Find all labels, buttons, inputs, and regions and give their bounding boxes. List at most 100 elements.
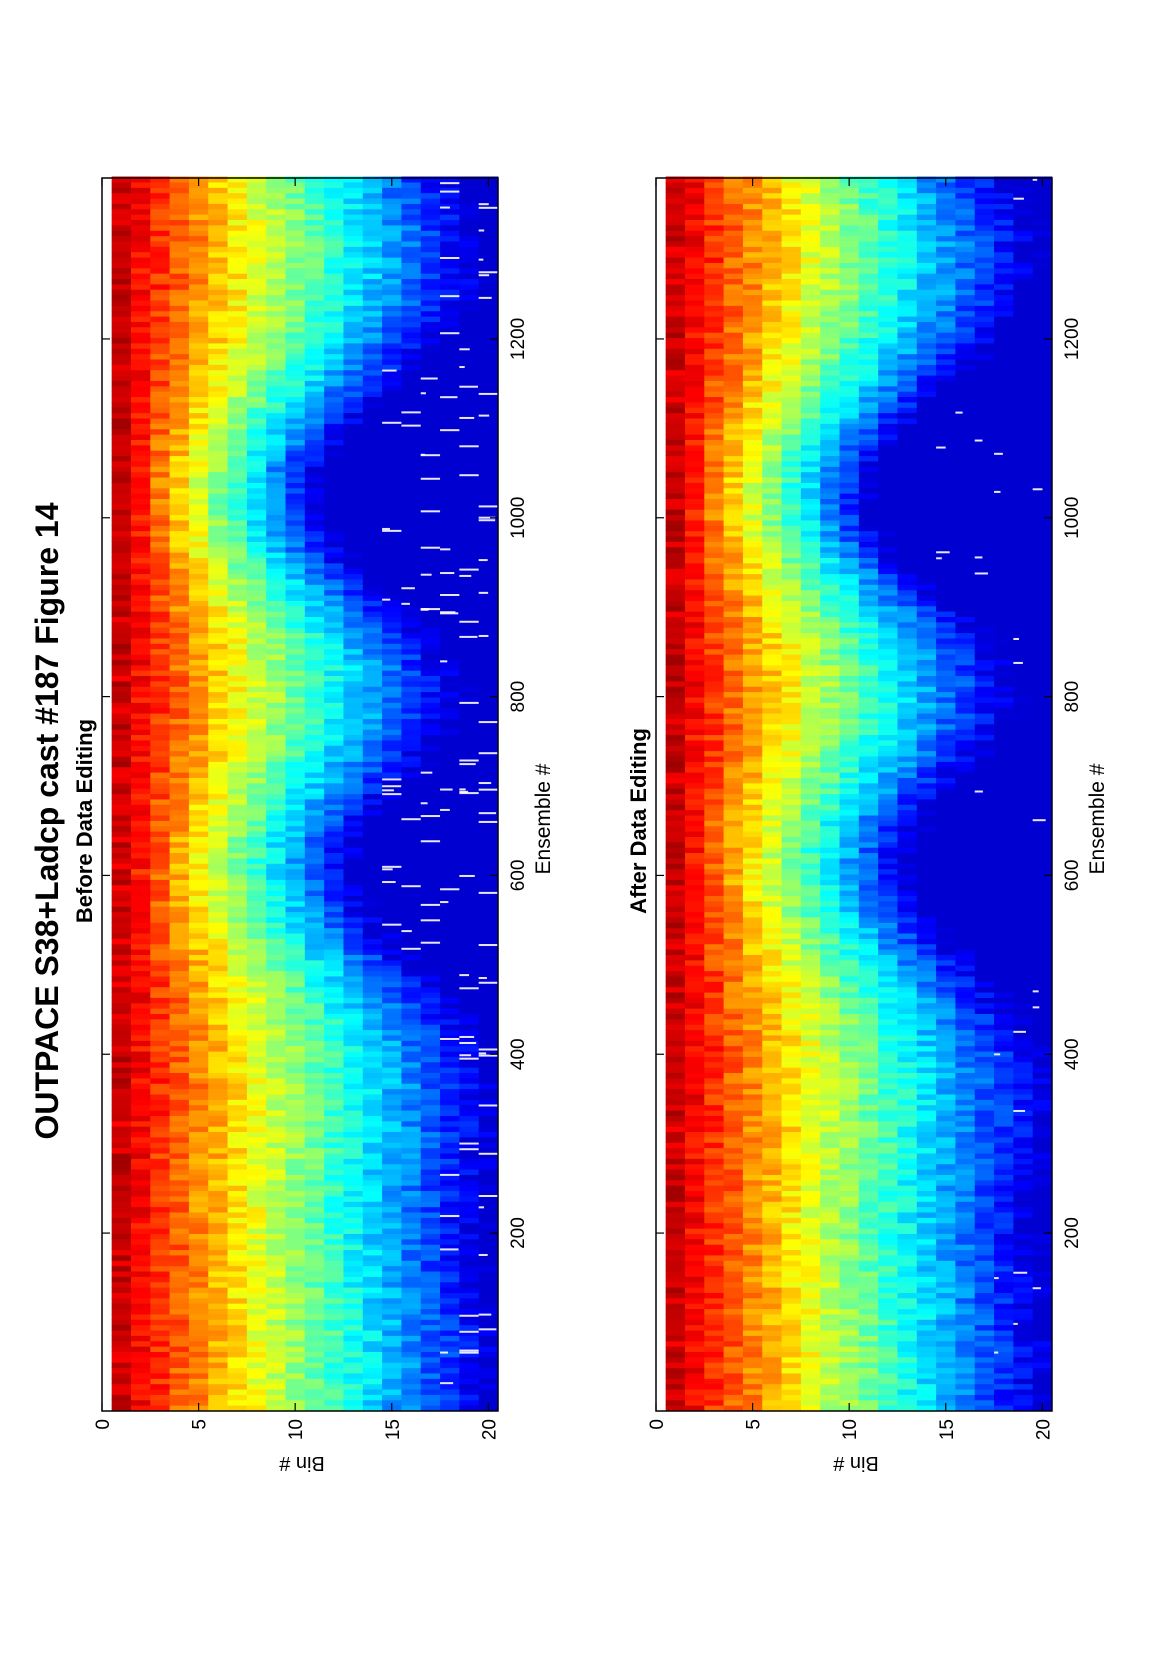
heatmap-cell (1032, 1399, 1053, 1406)
heatmap-cell (227, 691, 248, 698)
heatmap-cell (111, 353, 132, 360)
heatmap-cell (362, 965, 383, 972)
heatmap-cell (304, 412, 325, 419)
heatmap-cell (362, 342, 383, 349)
heatmap-cell (285, 493, 306, 499)
heatmap-cell (839, 1367, 860, 1374)
heatmap-cell (401, 1297, 422, 1304)
heatmap-cell (382, 954, 402, 961)
heatmap-cell (246, 214, 267, 221)
heatmap-cell (304, 1211, 325, 1218)
heatmap-cell (188, 240, 209, 247)
heatmap-cell (324, 230, 344, 237)
heatmap-cell (266, 509, 286, 516)
heatmap-cell (362, 444, 383, 451)
missing-data-streak (382, 527, 390, 530)
heatmap-cell (246, 482, 267, 489)
heatmap-cell (208, 455, 228, 462)
heatmap-cell (401, 788, 422, 795)
heatmap-cell (420, 348, 441, 355)
heatmap-cell (478, 686, 499, 693)
heatmap-cell (227, 1174, 248, 1181)
heatmap-cell (111, 348, 132, 355)
heatmap-cell (304, 1265, 325, 1272)
heatmap-cell (208, 262, 228, 269)
heatmap-cell (285, 857, 306, 864)
heatmap-cell (227, 1238, 248, 1245)
heatmap-cell (169, 766, 190, 773)
heatmap-cell (304, 375, 325, 381)
heatmap-cell (362, 1297, 383, 1304)
heatmap-cell (304, 884, 325, 891)
heatmap-cell (420, 594, 441, 601)
heatmap-cell (188, 627, 209, 634)
heatmap-cell (324, 594, 344, 601)
heatmap-cell (324, 916, 344, 923)
missing-data-streak (440, 1037, 460, 1040)
heatmap-cell (266, 1249, 286, 1256)
heatmap-cell (266, 466, 286, 473)
heatmap-cell (362, 868, 383, 875)
heatmap-cell (169, 1346, 190, 1352)
heatmap-cell (208, 691, 228, 698)
heatmap-cell (227, 793, 248, 800)
heatmap-cell (343, 1115, 364, 1122)
heatmap-cell (304, 428, 325, 435)
heatmap-cell (459, 1018, 480, 1025)
missing-data-streak (478, 271, 498, 274)
heatmap-cell (459, 1024, 480, 1031)
heatmap-cell (420, 627, 441, 634)
heatmap-cell (478, 246, 499, 253)
heatmap-cell (285, 873, 306, 880)
heatmap-cell (266, 568, 286, 575)
heatmap-cell (420, 1297, 441, 1304)
heatmap-cell (111, 509, 132, 516)
heatmap-cell (227, 1142, 248, 1149)
heatmap-cell (208, 535, 228, 542)
heatmap-cell (246, 326, 267, 333)
missing-data-streak (382, 369, 397, 372)
heatmap-cell (285, 1067, 306, 1074)
heatmap-cell (188, 439, 209, 446)
heatmap-cell (704, 1362, 725, 1369)
heatmap-cell (343, 192, 364, 199)
heatmap-cell (111, 219, 132, 226)
heatmap-cell (459, 273, 480, 280)
heatmap-cell (324, 214, 344, 221)
heatmap-cell (266, 299, 286, 306)
heatmap-cell (459, 1399, 480, 1406)
heatmap-cell (150, 235, 171, 242)
heatmap-cell (382, 1115, 402, 1122)
heatmap-cell (208, 804, 228, 811)
heatmap-cell (401, 847, 422, 854)
heatmap-cell (227, 761, 248, 768)
heatmap-cell (169, 423, 190, 430)
heatmap-cell (304, 1002, 325, 1009)
heatmap-cell (324, 358, 344, 365)
heatmap-cell (382, 1276, 402, 1283)
heatmap-cell (304, 1367, 325, 1374)
heatmap-cell (285, 578, 306, 585)
heatmap-cell (150, 788, 171, 795)
heatmap-cell (111, 1190, 132, 1197)
heatmap-cell (111, 1045, 132, 1052)
heatmap-cell (478, 428, 499, 435)
heatmap-cell (440, 734, 460, 741)
heatmap-cell (130, 1190, 151, 1197)
heatmap-cell (478, 879, 499, 886)
heatmap-cell (246, 493, 267, 499)
missing-data-streak (459, 1349, 479, 1352)
heatmap-cell (343, 1147, 364, 1154)
heatmap-cell (169, 546, 190, 553)
heatmap-cell (111, 541, 132, 548)
heatmap-cell (440, 653, 460, 660)
heatmap-cell (227, 637, 248, 644)
heatmap-cell (401, 332, 422, 339)
heatmap-cell (362, 578, 383, 585)
heatmap-cell (150, 460, 171, 467)
missing-data-streak (478, 206, 498, 209)
heatmap-cell (401, 391, 422, 398)
heatmap-cell (343, 734, 364, 741)
heatmap-cell (839, 1351, 860, 1358)
heatmap-cell (188, 1093, 209, 1100)
